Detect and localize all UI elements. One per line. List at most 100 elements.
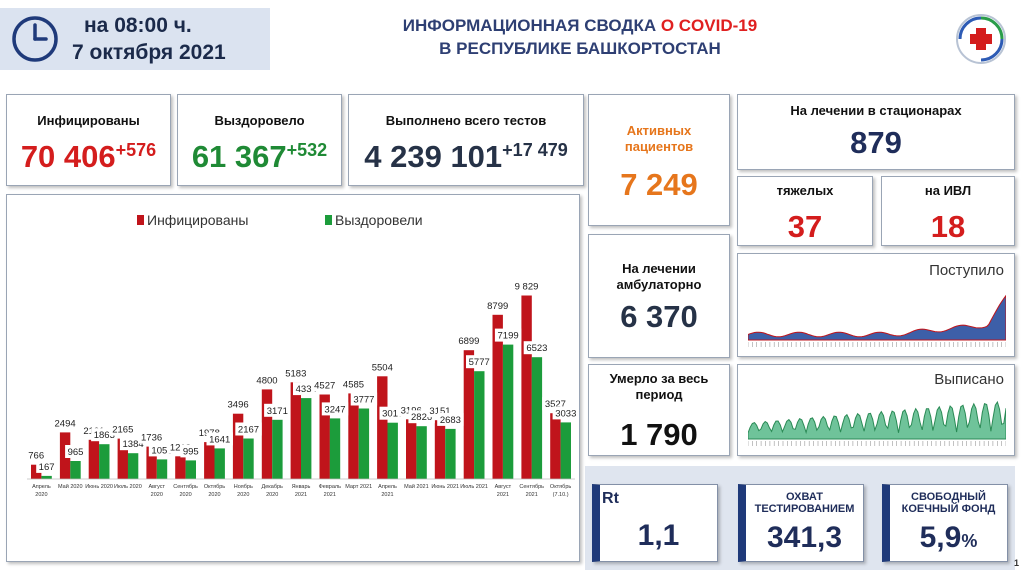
bar-infected-18 [550,413,561,479]
bar-infected-15 [463,350,475,479]
ventilator-label: на ИВЛ [924,183,972,198]
x-tick-label-10-1: 2021 [324,492,336,498]
bar-infected-2 [88,439,100,479]
bar-label-bg-0-12 [369,360,396,374]
clock-icon [12,16,58,62]
testing-value: 341,3 [766,521,843,554]
x-tick-label-8-1: 2020 [266,492,278,498]
bar-label-bg-1-11 [350,392,378,406]
bar-label-infected-1: 2494 [55,418,76,429]
bar-infected-16 [492,314,503,479]
bar-label-recovered-1: 965 [68,447,84,458]
x-tick-label-16-0: Август [495,484,512,490]
bar-label-bg-0-9 [282,366,309,380]
recovered-card: Выздоровело 61 367+532 [177,94,342,186]
x-tick-label-5-0: Сентябрь [173,484,198,490]
bar-label-bg-1-1 [65,445,86,458]
bar-label-infected-17: 9 829 [515,282,539,293]
bar-label-bg-1-16 [494,328,522,342]
x-tick-label-18-1: (7.10.) [553,492,569,498]
bar-recovered-18 [560,422,571,479]
bar-label-infected-4: 1736 [141,433,162,444]
x-tick-label-7-1: 2020 [237,492,249,498]
admitted-sparkline [748,294,1006,347]
bar-label-infected-15: 6899 [458,336,479,347]
bar-label-recovered-11: 3777 [353,395,374,406]
x-tick-label-11-0: Март 2021 [345,484,372,490]
severe-value: 37 [787,209,823,244]
bar-infected-12 [377,376,388,479]
x-tick-label-10-0: Февраль [319,484,341,490]
bar-label-bg-0-11 [340,377,367,391]
active-value: 7 249 [620,167,698,202]
bar-recovered-11 [358,408,370,479]
bar-label-infected-8: 4800 [256,375,277,386]
bar-label-bg-1-5 [180,444,202,458]
testing-coverage-card: ОХВАТ ТЕСТИРОВАНИЕМ 341,3 [738,484,864,562]
bar-label-bg-0-3 [109,422,136,436]
bar-recovered-10 [329,418,341,479]
bar-label-bg-0-4 [138,430,165,444]
title-accent: О COVID-19 [660,16,758,35]
x-tick-label-18-0: Октябрь [550,484,571,490]
deaths-card: Умерло за весь период 1 790 [588,364,730,456]
bar-label-bg-0-15 [455,334,483,348]
bar-label-infected-14: 3151 [429,406,450,417]
time-label: на 08:00 ч. [84,14,192,37]
ambulatory-value: 6 370 [620,299,698,334]
x-tick-label-7-0: Ноябрь [234,484,253,490]
x-tick-label-6-0: Октябрь [204,484,225,490]
ambulatory-label-line1: На лечении [622,261,696,276]
discharged-label: Выписано [934,371,1004,388]
bar-label-recovered-18: 3033 [555,408,576,419]
infected-increment: +576 [115,140,157,160]
bar-recovered-5 [185,460,196,479]
beds-unit: % [961,531,978,551]
x-tick-label-9-0: Январь [292,484,311,490]
admitted-sparkline-card: Поступило [737,253,1015,357]
page-number: 1 [1014,558,1020,568]
bar-recovered-13 [416,426,427,479]
bar-infected-14 [434,420,446,479]
bar-infected-4 [146,446,157,479]
bar-label-infected-11: 4585 [343,379,364,390]
bar-label-bg-0-1 [51,416,79,430]
bar-label-recovered-9: 4334 [296,384,317,395]
date-panel: на 08:00 ч. 7 октября 2021 [0,8,270,70]
deaths-label-line1: Умерло за весь [609,371,709,386]
x-tick-label-5-1: 2020 [179,492,191,498]
bar-infected-8 [261,389,273,479]
infected-card: Инфицированы 70 406+576 [6,94,171,186]
bar-infected-5 [175,456,186,479]
date-label: 7 октября 2021 [72,41,226,64]
bar-label-bg-1-17 [523,341,551,355]
free-beds-card: СВОБОДНЫЙ КОЕЧНЫЙ ФОНД 5,9% [882,484,1008,562]
bar-label-infected-7: 3496 [228,400,249,411]
bar-recovered-1 [70,461,81,479]
bar-label-bg-0-0 [25,448,47,462]
bar-recovered-2 [99,444,110,479]
discharged-sparkline [748,400,1006,446]
x-tick-label-2-0: Июнь 2020 [85,484,113,490]
admitted-label: Поступило [929,262,1004,279]
bar-recovered-7 [243,438,254,479]
rt-value: 1,1 [637,519,680,552]
infected-value: 70 406+576 [20,139,157,174]
hospital-label: На лечении в стационарах [790,103,962,118]
bar-label-bg-0-7 [224,397,252,411]
bar-recovered-16 [502,344,514,479]
bar-recovered-17 [531,357,543,479]
x-tick-label-14-0: Июнь 2021 [431,484,459,490]
x-tick-label-0-1: 2020 [35,492,47,498]
bar-label-bg-1-14 [437,412,464,426]
bar-label-recovered-2: 1863 [94,430,115,441]
active-label-line1: Активных [626,123,692,138]
x-tick-label-3-0: Июль 2020 [114,484,142,490]
page-title: ИНФОРМАЦИОННАЯ СВОДКА О COVID-19 [402,16,758,35]
bar-label-recovered-8: 3171 [267,406,288,417]
bar-label-recovered-7: 2167 [238,425,259,436]
bar-label-recovered-0: 167 [39,462,55,473]
bar-label-recovered-10: 3247 [324,404,345,415]
severe-card: тяжелых 37 [737,176,873,246]
